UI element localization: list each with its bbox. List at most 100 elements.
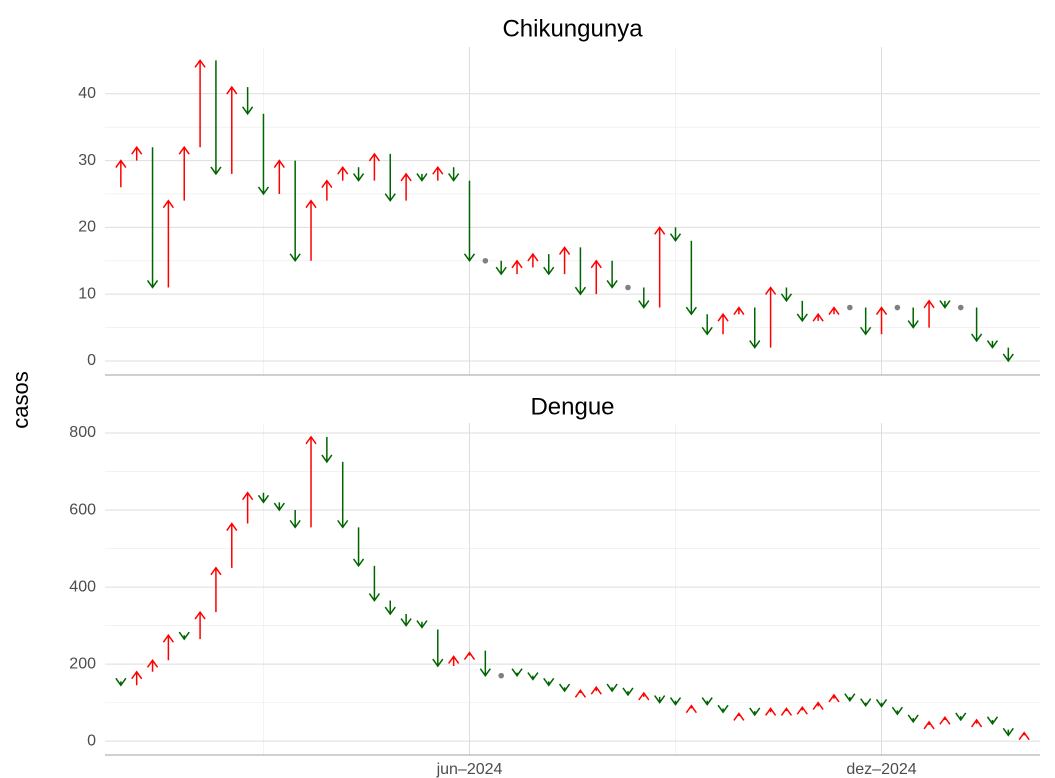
arrow bbox=[828, 693, 840, 703]
arrow bbox=[178, 631, 190, 641]
arrow-line bbox=[749, 307, 761, 349]
arrow bbox=[226, 522, 238, 568]
arrow bbox=[796, 705, 808, 715]
arrow-line bbox=[764, 707, 777, 716]
arrow bbox=[986, 716, 999, 726]
arrow bbox=[606, 683, 618, 693]
arrow-line bbox=[289, 510, 301, 529]
arrow-line bbox=[448, 167, 460, 182]
arrow-line bbox=[812, 701, 824, 711]
arrow bbox=[527, 672, 539, 681]
y-tick-label: 0 bbox=[87, 732, 96, 749]
arrow bbox=[860, 698, 872, 707]
arrow bbox=[654, 695, 666, 704]
arrow-line bbox=[178, 631, 190, 641]
arrow-line bbox=[986, 716, 999, 726]
arrow bbox=[305, 435, 317, 528]
arrow bbox=[558, 683, 571, 693]
arrow-line bbox=[558, 246, 571, 275]
arrow-line bbox=[574, 689, 587, 698]
arrow-line bbox=[352, 167, 365, 182]
arrow bbox=[590, 259, 602, 295]
arrow bbox=[337, 165, 349, 181]
arrow-line bbox=[178, 145, 190, 201]
arrow bbox=[543, 254, 555, 276]
arrow bbox=[131, 145, 143, 161]
arrow bbox=[226, 85, 238, 174]
arrow bbox=[368, 152, 381, 181]
arrow bbox=[923, 720, 935, 730]
arrow bbox=[749, 307, 761, 349]
y-tick-label: 400 bbox=[69, 578, 96, 595]
arrow-line bbox=[733, 306, 745, 315]
arrow-line bbox=[970, 718, 983, 728]
arrow-line bbox=[527, 252, 539, 268]
arrow-line bbox=[511, 259, 523, 275]
arrow bbox=[257, 113, 270, 196]
y-tick-label: 800 bbox=[69, 424, 96, 441]
arrow-line bbox=[305, 199, 317, 261]
arrow bbox=[923, 299, 935, 328]
arrow bbox=[574, 247, 587, 296]
arrow bbox=[590, 685, 602, 695]
arrow bbox=[384, 600, 396, 616]
arrow bbox=[194, 610, 206, 640]
arrow-line bbox=[986, 340, 999, 349]
arrow bbox=[749, 707, 761, 717]
arrow bbox=[828, 306, 840, 315]
arrow-line bbox=[337, 461, 349, 529]
arrow bbox=[463, 180, 476, 263]
arrow-line bbox=[321, 436, 333, 464]
arrow-line bbox=[226, 522, 238, 568]
arrow bbox=[242, 87, 254, 116]
arrow-line bbox=[273, 502, 285, 512]
arrow bbox=[131, 670, 143, 686]
arrow bbox=[511, 668, 523, 677]
arrow-line bbox=[1002, 347, 1014, 363]
arrow-line bbox=[685, 240, 697, 316]
point bbox=[498, 672, 504, 679]
arrow-line bbox=[638, 691, 650, 701]
arrow-line bbox=[701, 314, 713, 336]
arrow-line bbox=[527, 672, 539, 681]
arrow-line bbox=[733, 712, 745, 721]
arrow-line bbox=[749, 707, 761, 717]
arrow-line bbox=[891, 706, 903, 716]
arrow-line bbox=[210, 566, 222, 613]
arrow-line bbox=[860, 698, 872, 707]
arrow bbox=[939, 300, 951, 309]
point bbox=[894, 304, 901, 311]
arrow bbox=[970, 307, 983, 343]
arrow-line bbox=[796, 705, 808, 715]
arrow bbox=[432, 165, 444, 181]
arrow-line bbox=[1018, 731, 1030, 741]
arrow bbox=[733, 712, 745, 721]
arrow-line bbox=[131, 670, 143, 686]
arrow bbox=[1002, 727, 1014, 737]
arrow-line bbox=[146, 147, 159, 289]
arrow bbox=[780, 287, 793, 303]
arrow bbox=[210, 60, 222, 176]
arrow bbox=[416, 173, 428, 182]
arrow-line bbox=[463, 180, 476, 263]
arrow bbox=[574, 689, 587, 698]
arrow-line bbox=[305, 435, 317, 528]
arrow bbox=[448, 655, 460, 667]
arrow-line bbox=[416, 620, 428, 629]
arrow bbox=[242, 491, 254, 524]
arrow-line bbox=[907, 714, 919, 724]
arrow bbox=[432, 629, 444, 668]
arrow bbox=[654, 226, 666, 308]
arrow-line bbox=[638, 287, 650, 309]
arrow-line bbox=[352, 527, 365, 568]
arrow-line bbox=[131, 145, 143, 161]
arrow-line bbox=[622, 687, 634, 697]
arrow-line bbox=[860, 307, 872, 336]
y-tick-label: 600 bbox=[69, 501, 96, 518]
arrow bbox=[257, 492, 270, 504]
arrow-line bbox=[495, 260, 507, 276]
arrow bbox=[558, 246, 571, 275]
arrow-line bbox=[923, 720, 935, 730]
arrow-line bbox=[242, 491, 254, 524]
